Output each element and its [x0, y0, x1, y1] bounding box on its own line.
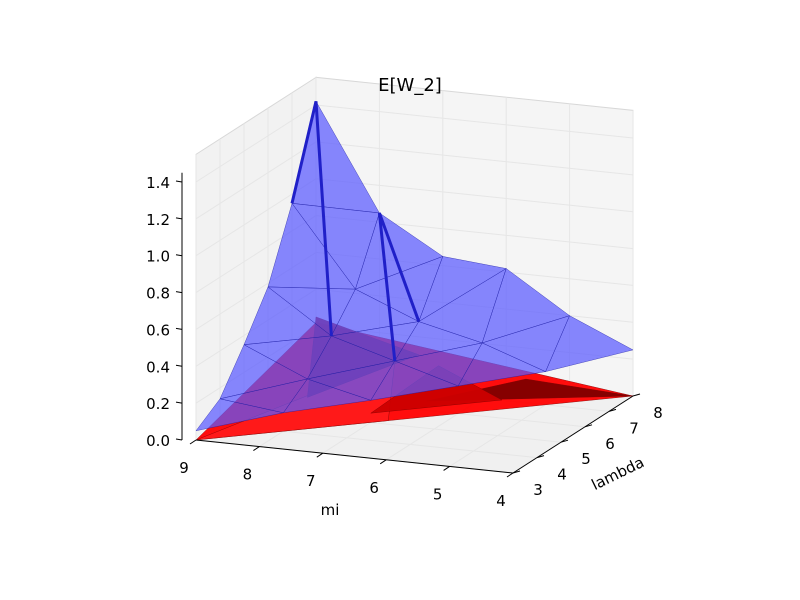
blue-ridge — [290, 100, 333, 336]
z-tick — [175, 438, 183, 441]
z-tick — [175, 291, 183, 294]
z-tick-label: 1.4 — [146, 174, 170, 192]
x-tick — [443, 465, 450, 471]
z-tick — [175, 364, 183, 367]
y-tick — [632, 393, 641, 397]
z-tick-label: 0.8 — [146, 285, 170, 303]
z-tick — [175, 401, 183, 404]
y-tick-label: 3 — [533, 481, 543, 499]
z-tick-label: 0.6 — [146, 321, 170, 339]
x-axis-line — [195, 439, 514, 474]
x-tick — [379, 459, 387, 465]
x-tick — [189, 439, 197, 445]
y-tick-label: 8 — [653, 404, 663, 422]
y-tick-label: 5 — [581, 450, 591, 468]
y-tick — [512, 470, 521, 474]
z-tick-label: 0.2 — [146, 395, 170, 413]
z-tick — [175, 254, 183, 257]
z-tick — [175, 180, 183, 183]
x-tick-label: 8 — [243, 466, 253, 484]
y-axis-line — [512, 395, 634, 474]
y-tick-label: 6 — [605, 435, 615, 453]
z-tick-label: 0.4 — [146, 358, 170, 376]
x-tick-label: 9 — [179, 459, 189, 477]
y-tick — [608, 408, 617, 412]
x-axis-label: mi — [321, 501, 340, 519]
z-tick-label: 1.0 — [146, 248, 170, 266]
x-tick-label: 5 — [433, 485, 443, 503]
y-tick-label: 4 — [557, 466, 567, 484]
z-tick-label: 0.0 — [146, 432, 170, 450]
y-tick — [584, 424, 593, 428]
y-axis-label: lambda — [589, 453, 647, 494]
x-tick — [253, 446, 260, 452]
x-tick — [506, 472, 514, 478]
x-tick — [316, 452, 324, 458]
z-tick — [175, 217, 183, 220]
x-tick-label: 6 — [369, 479, 379, 497]
y-tick — [560, 439, 569, 443]
blue-ridge — [377, 212, 421, 362]
x-tick-label: 7 — [306, 472, 316, 490]
y-tick — [536, 455, 545, 459]
z-tick — [175, 327, 183, 330]
blue-surface-facet — [545, 315, 634, 372]
y-tick-label: 7 — [629, 419, 639, 437]
surfaces — [195, 100, 634, 441]
chart-title: E[W_2] — [378, 75, 442, 96]
z-tick-label: 1.2 — [146, 211, 170, 229]
x-tick-label: 4 — [496, 492, 506, 510]
